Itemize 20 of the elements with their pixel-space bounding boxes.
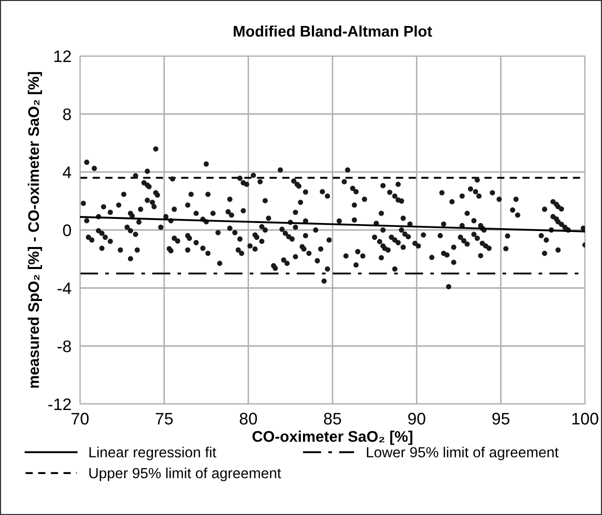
- legend-label: Upper 95% limit of agreement: [89, 468, 282, 482]
- y-tick-label: 8: [63, 108, 71, 120]
- legend-label: Lower 95% limit of agreement: [366, 446, 559, 460]
- y-axis-title: measured SpO₂ [%] - CO-oximeter SaO₂ [%]: [28, 72, 42, 388]
- x-tick-label: 90: [408, 412, 426, 425]
- chart-title: Modified Bland-Altman Plot: [234, 25, 432, 37]
- legend-label: Linear regression fit: [89, 446, 216, 460]
- y-tick-label: 4: [62, 166, 72, 178]
- x-tick-label: 100: [572, 412, 598, 425]
- y-tick-label: -8: [58, 340, 71, 352]
- x-tick-label: 80: [240, 412, 257, 425]
- y-tick-label: 12: [54, 50, 71, 62]
- x-tick-label: 95: [492, 412, 510, 425]
- x-tick-label: 75: [156, 412, 173, 425]
- y-tick-label: -4: [58, 282, 72, 294]
- x-axis-title: CO-oximeter SaO₂ [%]: [252, 430, 412, 445]
- x-tick-label: 85: [324, 412, 342, 425]
- y-tick-label: 0: [63, 224, 72, 236]
- y-tick-label: -12: [48, 398, 71, 410]
- x-tick-label: 70: [72, 412, 89, 425]
